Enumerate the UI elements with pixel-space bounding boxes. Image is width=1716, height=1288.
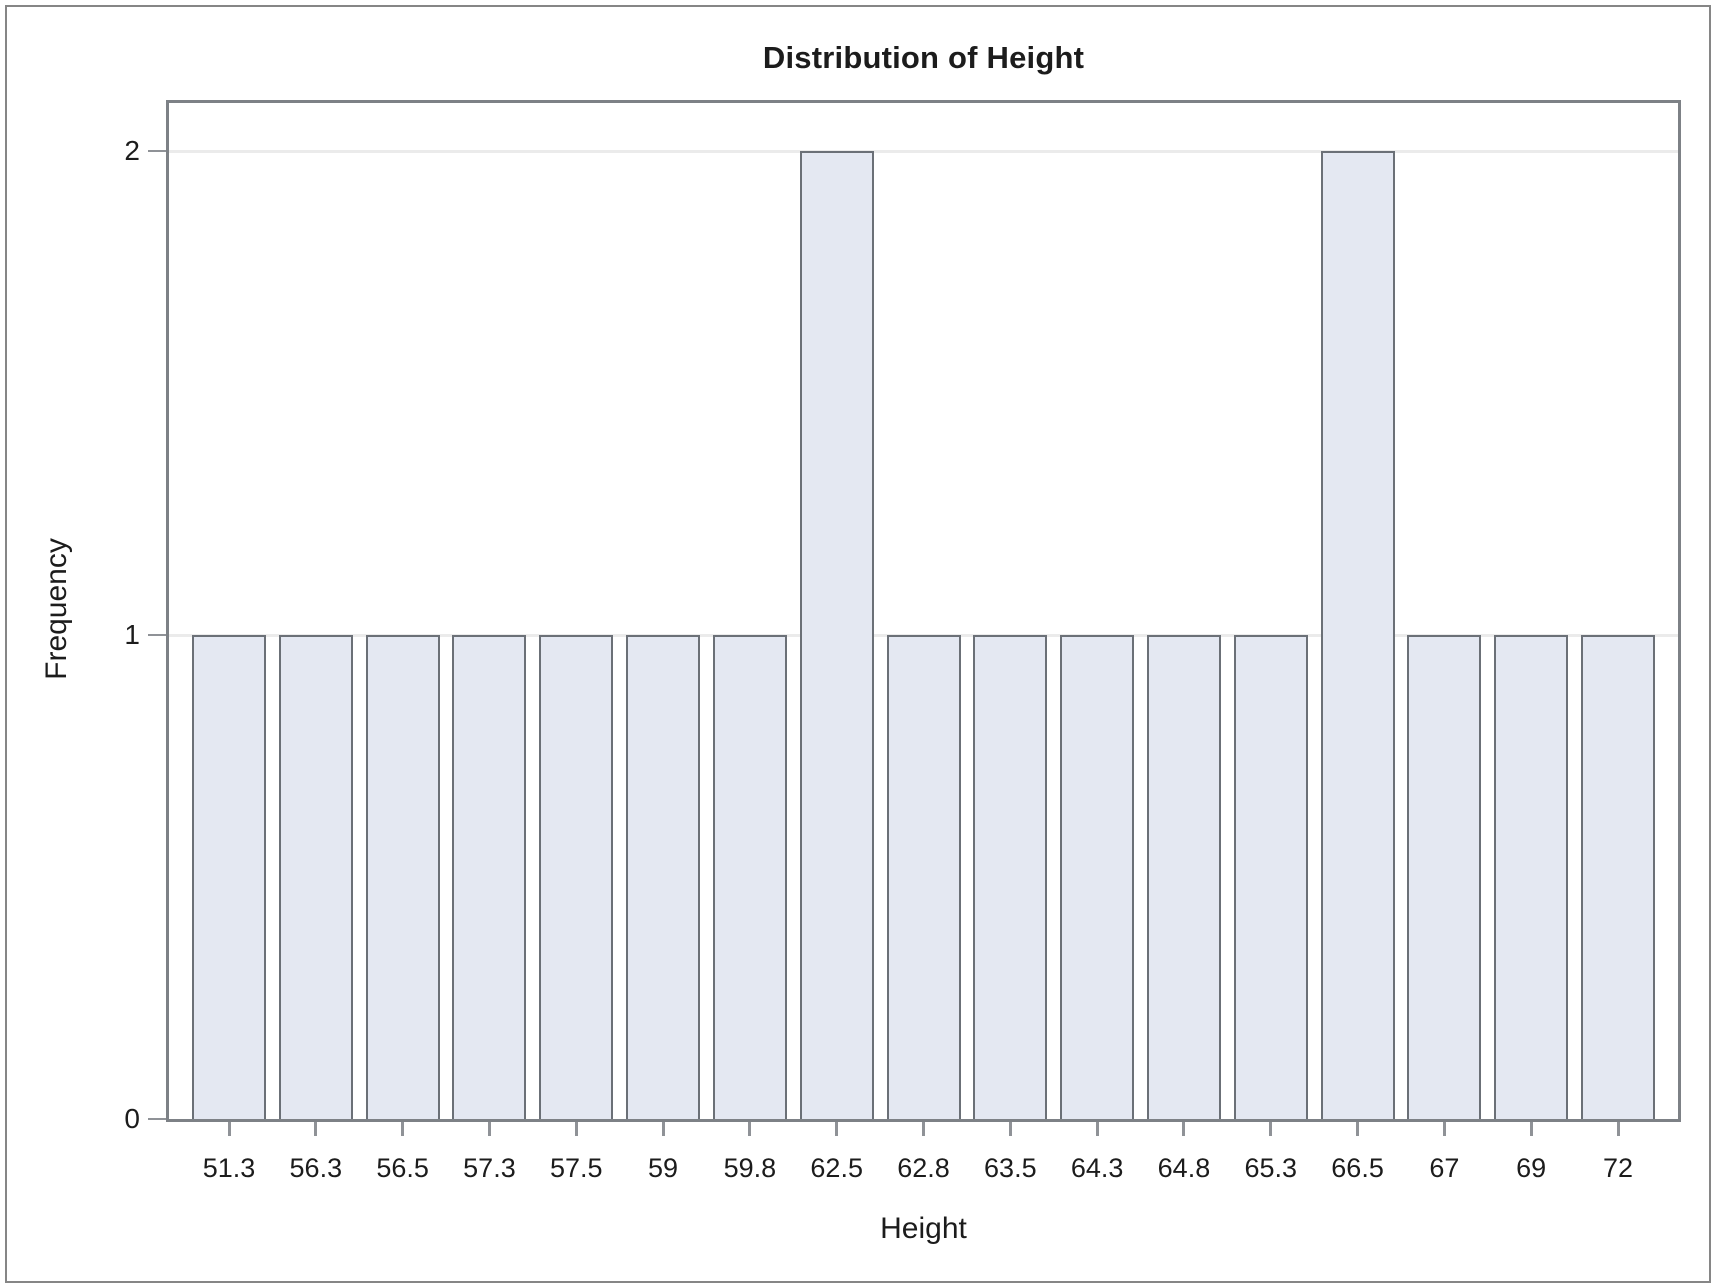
x-tick-label: 56.3 xyxy=(289,1153,343,1183)
bar xyxy=(1060,635,1135,1119)
bar xyxy=(1320,151,1395,1119)
x-tick-label: 72 xyxy=(1602,1153,1634,1183)
y-tick-label: 2 xyxy=(124,135,140,167)
x-tick-mark xyxy=(1616,1122,1620,1136)
bar xyxy=(1494,635,1569,1119)
x-tick-mark xyxy=(1269,1122,1273,1136)
y-axis-title: Frequency xyxy=(40,538,73,680)
x-tick-mark xyxy=(1095,1122,1099,1136)
bar xyxy=(1233,635,1308,1119)
plot-area xyxy=(166,100,1681,1122)
x-tick-label: 57.5 xyxy=(549,1153,603,1183)
bar xyxy=(1407,635,1482,1119)
bar xyxy=(973,635,1048,1119)
bar xyxy=(1581,635,1655,1119)
x-tick-label: 62.8 xyxy=(897,1153,950,1183)
x-tick-label: 59.8 xyxy=(723,1153,777,1183)
x-tick-mark xyxy=(922,1122,925,1136)
bar xyxy=(799,151,874,1119)
bar xyxy=(1146,635,1221,1119)
x-tick-mark xyxy=(227,1122,231,1136)
bar xyxy=(278,635,353,1119)
x-tick-label: 66.5 xyxy=(1331,1153,1384,1183)
x-tick-mark xyxy=(401,1122,405,1136)
y-tick-label: 1 xyxy=(124,619,140,651)
x-tick-mark xyxy=(487,1122,491,1136)
y-tick-label: 0 xyxy=(124,1103,140,1134)
x-tick-label: 59 xyxy=(648,1153,679,1183)
x-tick-label: 64.8 xyxy=(1157,1153,1211,1183)
x-tick-mark xyxy=(1008,1122,1012,1136)
x-tick-mark xyxy=(314,1122,318,1136)
gridline xyxy=(169,149,1678,153)
x-axis-title: Height xyxy=(880,1212,967,1245)
x-tick-mark xyxy=(1182,1122,1186,1136)
figure-border: Distribution of Height 0 1 2 51.3 56.3 56.5 57… xyxy=(5,5,1711,1283)
bar xyxy=(539,635,614,1119)
x-tick-mark xyxy=(574,1122,578,1136)
x-tick-label: 63.5 xyxy=(984,1153,1037,1183)
x-tick-label: 64.3 xyxy=(1070,1153,1124,1183)
x-tick-mark xyxy=(1356,1122,1360,1136)
bar xyxy=(886,635,961,1119)
x-tick-label: 51.3 xyxy=(202,1153,256,1183)
x-tick-label: 69 xyxy=(1516,1153,1547,1183)
y-tick-mark xyxy=(148,150,166,153)
bar xyxy=(712,635,787,1119)
x-tick-mark xyxy=(835,1122,839,1136)
x-tick-mark xyxy=(1442,1122,1446,1136)
bar xyxy=(452,635,527,1119)
x-tick-label: 62.5 xyxy=(810,1153,863,1183)
chart-title: Distribution of Height xyxy=(762,40,1085,75)
x-tick-mark xyxy=(748,1122,752,1136)
x-tick-label: 65.3 xyxy=(1244,1153,1298,1183)
x-tick-label: 67 xyxy=(1429,1153,1460,1183)
x-tick-label: 56.5 xyxy=(376,1153,429,1183)
x-tick-mark xyxy=(1529,1122,1533,1136)
x-tick-label: 57.3 xyxy=(463,1153,516,1183)
y-tick-mark xyxy=(148,1118,166,1120)
bar xyxy=(365,635,440,1119)
bar xyxy=(626,635,701,1119)
x-tick-mark xyxy=(661,1122,665,1136)
y-tick-mark xyxy=(148,634,166,637)
bar xyxy=(192,635,266,1119)
